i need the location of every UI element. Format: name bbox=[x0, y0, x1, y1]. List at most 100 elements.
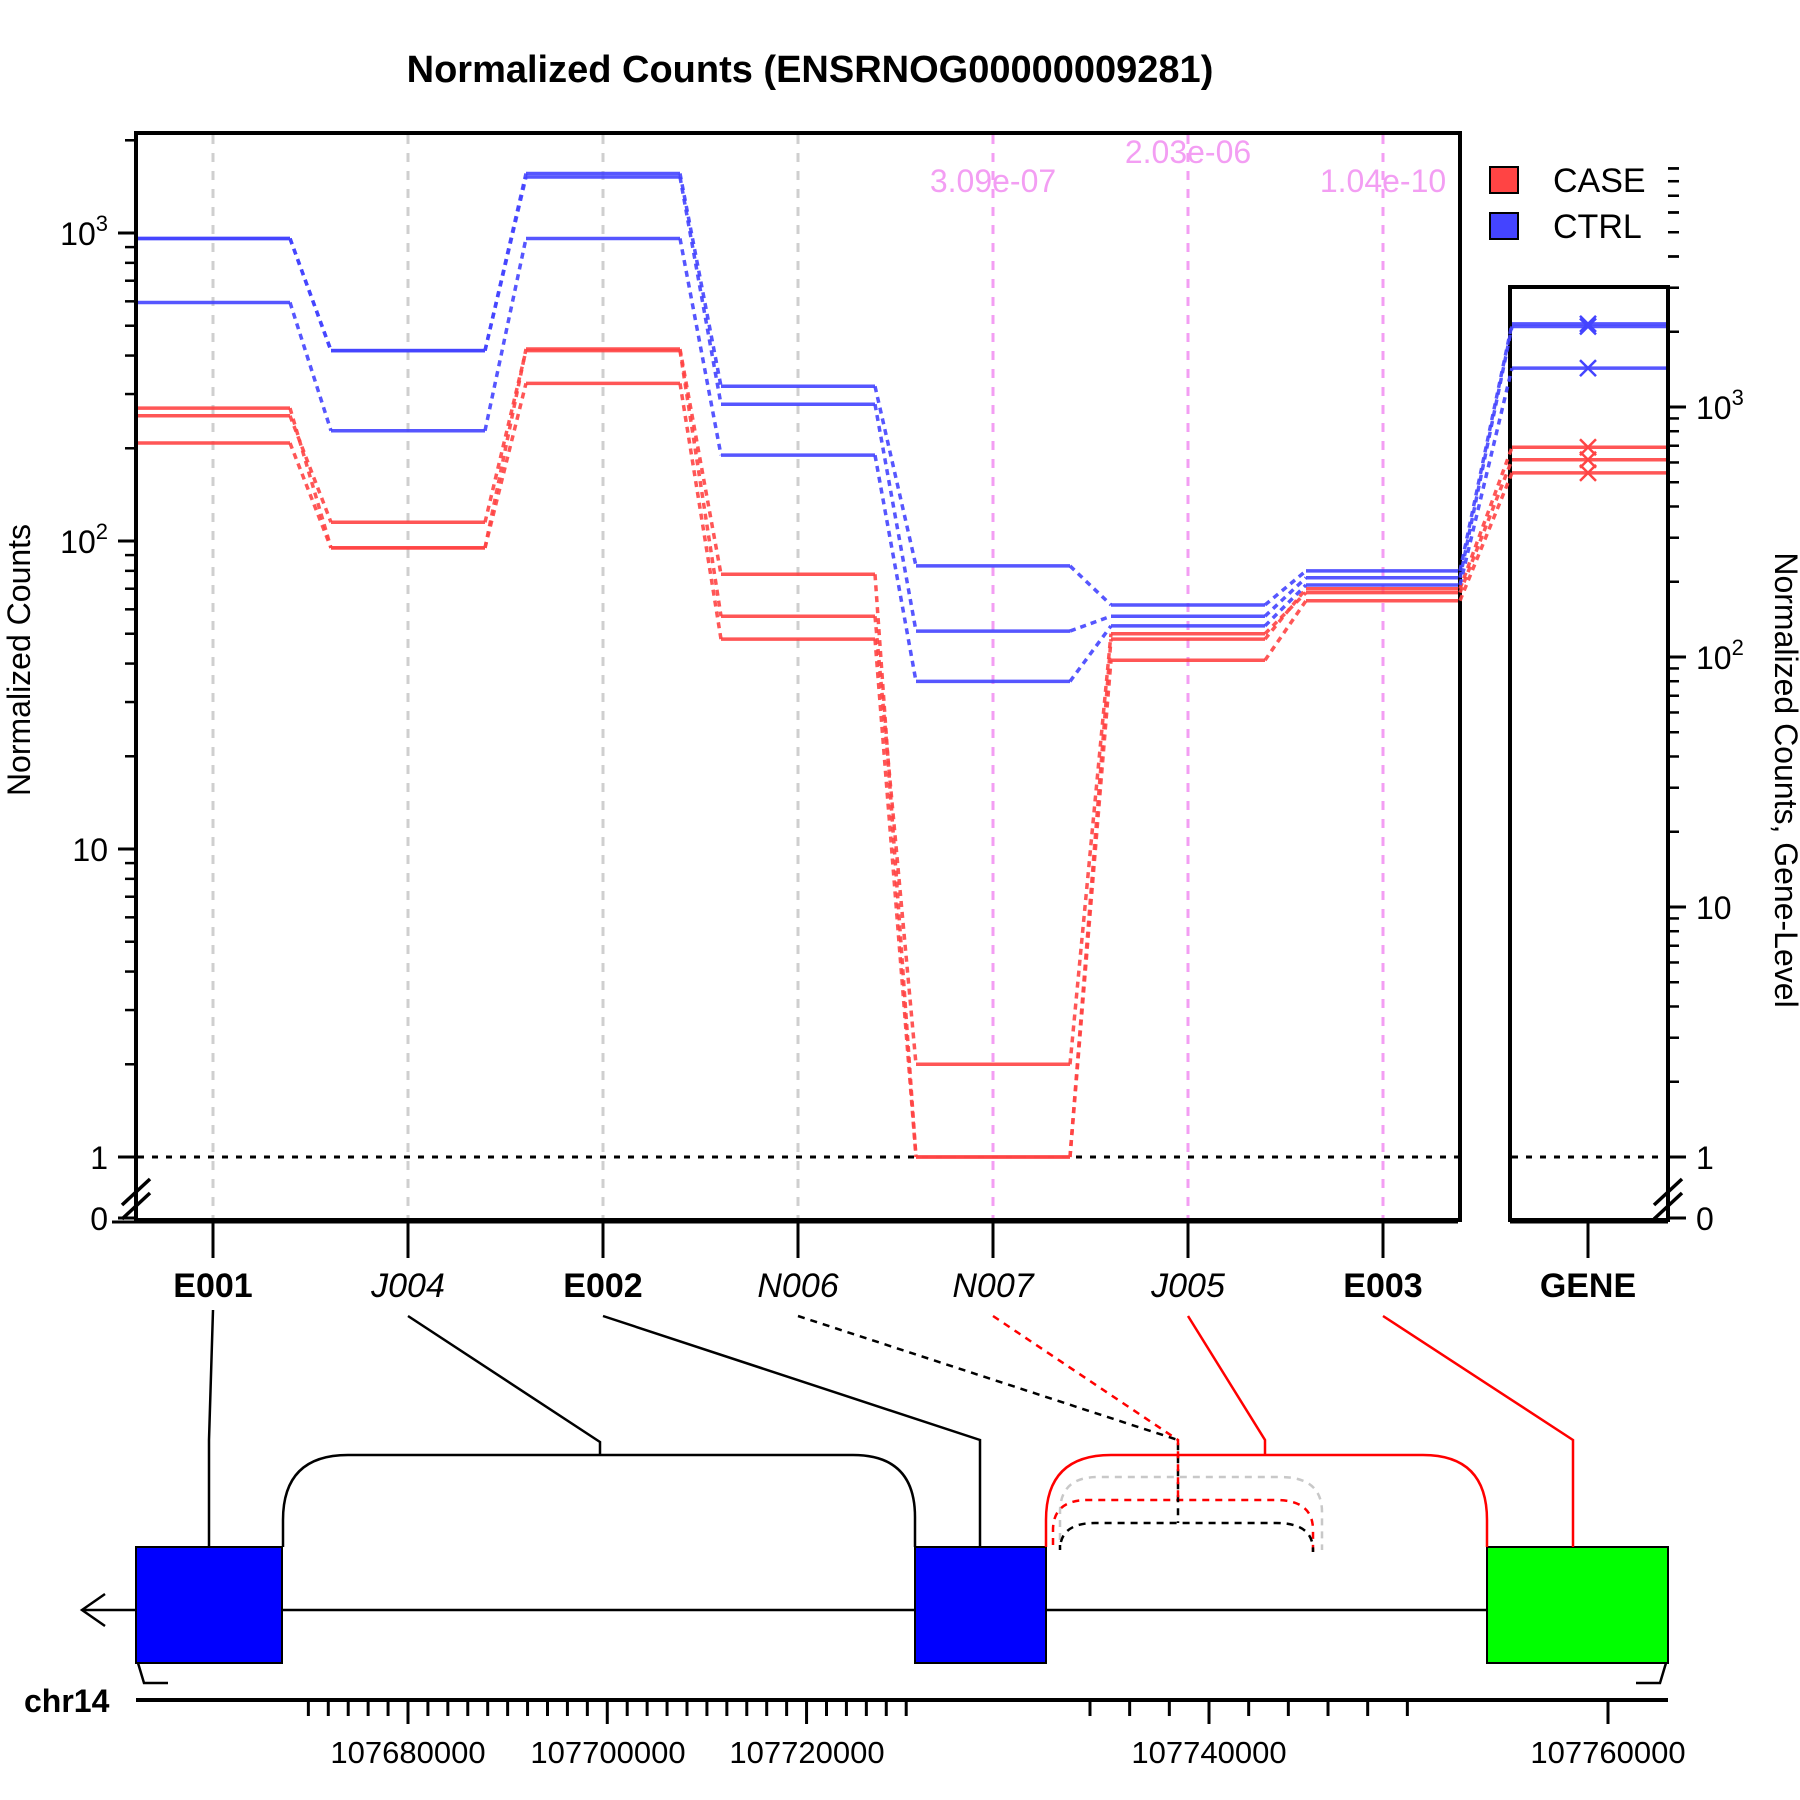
count-connector bbox=[873, 639, 918, 1158]
junction-arc-n007 bbox=[1051, 1498, 1315, 1552]
feature-label-j005: J005 bbox=[1150, 1267, 1225, 1305]
pvalue-label-j005: 2.03e-06 bbox=[1125, 134, 1251, 170]
feature-label-e003: E003 bbox=[1343, 1267, 1422, 1305]
genome-tick-label: 107700000 bbox=[530, 1735, 685, 1770]
left-y-axis: 0 1 10 102 103 bbox=[60, 139, 152, 1237]
left-axis-tick-label: 10 bbox=[72, 832, 108, 868]
junction-arc-n006 bbox=[1058, 1521, 1315, 1552]
series-case-3 bbox=[136, 381, 1460, 1159]
count-connector bbox=[1068, 564, 1113, 607]
right-axis-tick-label: 0 bbox=[1696, 1201, 1714, 1237]
count-connector bbox=[483, 176, 528, 352]
gene-count-lines bbox=[1512, 315, 1666, 1159]
right-axis-tick-label: 10 bbox=[1696, 890, 1732, 926]
right-axis-tick-label: 1 bbox=[1696, 1140, 1714, 1176]
main-plot-frame bbox=[134, 131, 1462, 1222]
count-connector bbox=[1068, 633, 1113, 1065]
right-axis-axis-break bbox=[1652, 1177, 1684, 1221]
gene-label: GENE bbox=[1540, 1267, 1636, 1305]
count-lines bbox=[136, 171, 1460, 1159]
feature-gridlines bbox=[138, 135, 1458, 1218]
left-axis-tick-label: 1 bbox=[90, 1140, 108, 1176]
chart-title: Normalized Counts (ENSRNOG00000009281) bbox=[407, 49, 1214, 91]
gene-level-marker bbox=[1579, 438, 1597, 457]
gene-connector bbox=[1458, 367, 1514, 586]
gene-plot-frame bbox=[1508, 285, 1670, 1222]
junction-arc-grey bbox=[1058, 1475, 1324, 1550]
feature-label-e001: E001 bbox=[173, 1267, 252, 1305]
count-connector bbox=[873, 385, 918, 567]
connector-e001 bbox=[207, 1309, 215, 1547]
gene-connector bbox=[1458, 446, 1514, 590]
genome-tick-label: 107760000 bbox=[1530, 1735, 1685, 1770]
pvalue-label-n007: 3.09e-07 bbox=[930, 163, 1056, 199]
connector-j005 bbox=[1186, 1315, 1267, 1455]
connector-e002 bbox=[602, 1314, 982, 1547]
count-connector bbox=[873, 454, 918, 682]
count-connector bbox=[288, 237, 333, 352]
count-connector bbox=[1069, 614, 1112, 633]
feature-label-n006: N006 bbox=[757, 1267, 838, 1305]
count-connector bbox=[678, 350, 723, 617]
connector-e003 bbox=[1382, 1314, 1575, 1547]
count-connector bbox=[288, 407, 333, 549]
gene-model bbox=[79, 1309, 1669, 1685]
legend-label-case: CASE bbox=[1553, 162, 1646, 200]
y-axis-label: Normalized Counts bbox=[1, 524, 37, 796]
left-axis-tick-label: 0 bbox=[90, 1201, 108, 1237]
gene-connector bbox=[1458, 326, 1514, 579]
count-connector bbox=[1068, 624, 1113, 683]
gene-connector bbox=[1458, 459, 1514, 594]
left-axis-tick-label: 103 bbox=[60, 211, 108, 252]
count-connector bbox=[483, 238, 528, 432]
series-ctrl-6 bbox=[136, 236, 1460, 684]
count-connector bbox=[873, 403, 918, 632]
chromosome-label: chr14 bbox=[24, 1683, 110, 1719]
gene-level-marker bbox=[1579, 315, 1597, 333]
feature-label-e002: E002 bbox=[563, 1267, 642, 1305]
connector-j004 bbox=[407, 1314, 602, 1455]
feature-label-n007: N007 bbox=[952, 1267, 1034, 1305]
count-connector bbox=[1263, 591, 1308, 635]
count-connector bbox=[873, 616, 918, 1065]
legend-swatch-ctrl bbox=[1489, 212, 1519, 240]
series-ctrl-5 bbox=[136, 175, 1460, 633]
exon-e003-box bbox=[1486, 1546, 1669, 1664]
count-connector bbox=[678, 383, 723, 640]
exon-corner-left bbox=[136, 1662, 168, 1685]
right-axis-tick-label: 102 bbox=[1696, 635, 1744, 676]
exon-corner-right bbox=[1636, 1662, 1668, 1685]
legend-swatch-case bbox=[1489, 166, 1519, 194]
legend-label-ctrl: CTRL bbox=[1553, 208, 1642, 246]
count-connector bbox=[288, 442, 333, 549]
y-axis-label-right: Normalized Counts, Gene-Level bbox=[1768, 552, 1800, 1007]
genome-axis: chr14 107680000 107700000 107720000 10774000… bbox=[24, 1683, 1686, 1770]
gene-level-marker bbox=[1579, 464, 1597, 482]
count-connector bbox=[288, 301, 333, 432]
exon-e002-box bbox=[914, 1546, 1047, 1664]
count-connector bbox=[678, 348, 723, 575]
genome-tick-label: 107680000 bbox=[330, 1735, 485, 1770]
genome-tick-label: 107740000 bbox=[1131, 1735, 1286, 1770]
count-connector bbox=[288, 415, 333, 523]
series-case-2 bbox=[136, 348, 1460, 1067]
left-axis-tick-label: 102 bbox=[60, 519, 108, 560]
count-connector bbox=[1068, 660, 1113, 1158]
exon-e001-box bbox=[135, 1546, 283, 1664]
genome-tick-label: 107720000 bbox=[729, 1735, 884, 1770]
feature-x-axis: E001 J004 E002 N006 N007 J005 E003 GENE bbox=[112, 1220, 1668, 1305]
legend: CASE CTRL bbox=[1489, 162, 1646, 246]
feature-label-j004: J004 bbox=[370, 1267, 445, 1305]
gene-level-marker bbox=[1579, 450, 1597, 469]
gene-level-marker bbox=[1579, 359, 1597, 378]
count-connector bbox=[678, 238, 723, 456]
connector-n006 bbox=[797, 1314, 1180, 1523]
right-y-axis: 0 1 10 102 103 bbox=[1652, 167, 1744, 1237]
count-connector bbox=[1263, 599, 1308, 662]
count-connector bbox=[1263, 576, 1308, 618]
strand-arrow-icon bbox=[79, 1592, 106, 1628]
count-connector bbox=[678, 176, 723, 405]
left-axis-axis-break bbox=[120, 1177, 152, 1221]
pvalue-label-e003: 1.04e-10 bbox=[1320, 163, 1446, 199]
